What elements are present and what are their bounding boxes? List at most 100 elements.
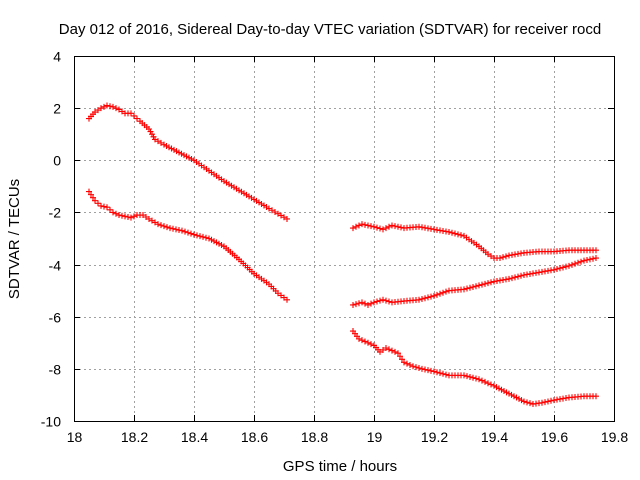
- data-point-fill: [428, 293, 434, 300]
- data-point: [92, 197, 98, 204]
- data-point: [104, 204, 110, 211]
- data-point-fill: [356, 300, 362, 307]
- data-point: [461, 372, 467, 379]
- data-point-fill: [485, 380, 491, 387]
- data-point-fill: [569, 261, 575, 268]
- data-point-fill: [170, 225, 176, 232]
- data-point-fill: [557, 265, 563, 272]
- data-point-fill: [464, 373, 470, 380]
- data-point: [539, 399, 545, 406]
- data-point-fill: [164, 224, 170, 231]
- data-point-fill: [407, 361, 413, 368]
- data-point-fill: [572, 260, 578, 267]
- data-point-fill: [467, 373, 473, 380]
- data-point-fill: [399, 356, 405, 363]
- data-point-fill: [425, 294, 431, 301]
- data-points: [86, 102, 599, 408]
- data-point: [98, 202, 104, 209]
- data-point: [116, 212, 122, 219]
- y-tick-label: 4: [53, 49, 61, 65]
- data-point-fill: [365, 339, 371, 346]
- grid: [74, 56, 614, 421]
- data-point-fill: [488, 381, 494, 388]
- data-point: [581, 257, 587, 264]
- data-point: [350, 225, 356, 232]
- data-point: [371, 299, 377, 306]
- data-point-fill: [88, 191, 94, 198]
- data-point-fill: [443, 371, 449, 378]
- data-point-fill: [353, 223, 359, 230]
- data-point-fill: [554, 266, 560, 273]
- data-point: [155, 221, 161, 228]
- data-point-fill: [365, 222, 371, 229]
- x-tick-label: 19.8: [601, 429, 628, 445]
- data-point-fill: [515, 273, 521, 280]
- data-point-fill: [458, 232, 464, 239]
- data-point-fill: [95, 200, 101, 207]
- data-point: [179, 227, 185, 234]
- x-axis-label: GPS time / hours: [283, 458, 397, 475]
- data-point-fill: [368, 300, 374, 307]
- data-point-fill: [419, 295, 425, 302]
- data-point: [110, 103, 116, 110]
- data-point-fill: [161, 223, 167, 230]
- data-point-fill: [545, 398, 551, 405]
- data-point-fill: [470, 283, 476, 290]
- data-point: [371, 223, 377, 230]
- data-point: [551, 266, 557, 273]
- data-point-fill: [107, 103, 113, 110]
- data-point-fill: [560, 264, 566, 271]
- data-point-fill: [455, 231, 461, 238]
- data-point: [128, 110, 134, 117]
- x-tick-label: 18: [67, 429, 83, 445]
- data-point-fill: [383, 297, 389, 304]
- y-tick-label: 2: [53, 101, 61, 117]
- data-point: [593, 393, 599, 400]
- data-point-fill: [422, 366, 428, 373]
- data-point: [104, 102, 110, 109]
- data-point-fill: [101, 203, 107, 210]
- data-point-fill: [542, 399, 548, 406]
- data-point: [476, 376, 482, 383]
- data-point: [359, 299, 365, 306]
- data-point-fill: [518, 272, 524, 279]
- data-point-fill: [425, 367, 431, 374]
- y-tick-label: -4: [49, 258, 62, 274]
- data-point: [476, 282, 482, 289]
- data-point-fill: [386, 346, 392, 353]
- data-point-fill: [353, 301, 359, 308]
- x-tick-label: 18.8: [301, 429, 328, 445]
- axis-ticks: [74, 56, 615, 422]
- data-point-fill: [377, 297, 383, 304]
- data-point-fill: [368, 341, 374, 348]
- data-point-fill: [158, 222, 164, 229]
- data-point: [419, 365, 425, 372]
- data-point-fill: [101, 103, 107, 110]
- data-point-fill: [374, 298, 380, 305]
- data-point-fill: [185, 229, 191, 236]
- x-tick-label: 19.2: [421, 429, 448, 445]
- data-point: [86, 188, 92, 195]
- data-point-fill: [527, 400, 533, 407]
- data-point: [356, 335, 362, 342]
- data-point-fill: [398, 224, 404, 231]
- data-point-fill: [437, 370, 443, 377]
- data-point-fill: [503, 253, 509, 260]
- data-point: [191, 231, 197, 238]
- data-point-fill: [377, 225, 383, 232]
- x-tick-label: 19: [367, 429, 383, 445]
- data-point-fill: [90, 194, 96, 201]
- data-point-fill: [449, 229, 455, 236]
- data-point: [521, 398, 527, 405]
- plot-frame: [74, 56, 615, 422]
- tick-labels: 18 18.2 18.4 18.6 18.8 19 19.2 19.4 19.6 19.8 -10 -…: [41, 49, 629, 446]
- data-point-fill: [392, 348, 398, 355]
- y-tick-label: -6: [49, 310, 62, 326]
- data-point-fill: [203, 234, 209, 241]
- data-point-fill: [437, 290, 443, 297]
- data-point: [410, 363, 416, 370]
- x-tick-label: 18.4: [181, 429, 208, 445]
- data-point-fill: [590, 255, 596, 262]
- data-point-fill: [428, 367, 434, 374]
